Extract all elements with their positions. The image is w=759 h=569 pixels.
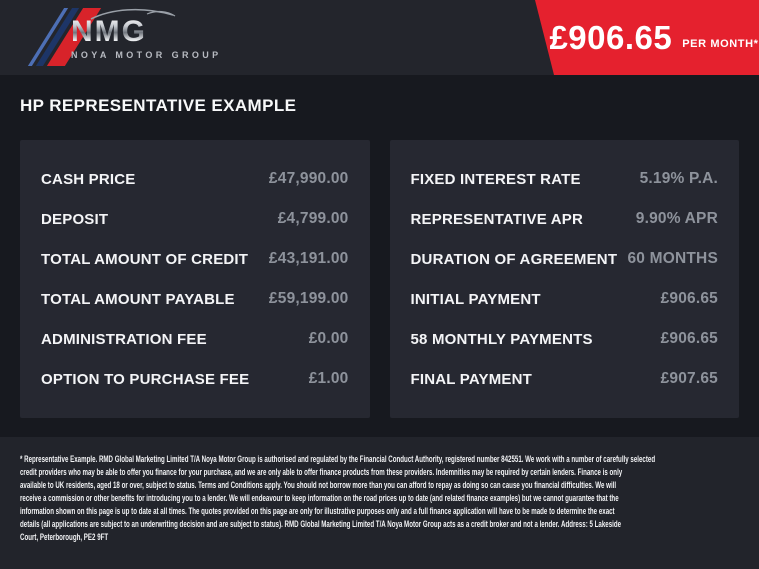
- page-title: HP REPRESENTATIVE EXAMPLE: [20, 96, 297, 115]
- row-value: 9.90% APR: [635, 210, 718, 227]
- table-row: DEPOSIT £4,799.00: [41, 199, 349, 239]
- table-row: TOTAL AMOUNT OF CREDIT £43,191.00: [41, 239, 349, 279]
- logo-initials: NMG: [71, 17, 222, 47]
- disclaimer-line: receive a commission or other benefits f…: [20, 493, 619, 504]
- table-row: CASH PRICE £47,990.00: [41, 159, 349, 199]
- table-row: REPRESENTATIVE APR 9.90% APR: [411, 199, 719, 239]
- table-row: FINAL PAYMENT £907.65: [411, 359, 719, 399]
- table-row: ADMINISTRATION FEE £0.00: [41, 319, 349, 359]
- finance-panels: CASH PRICE £47,990.00 DEPOSIT £4,799.00 …: [20, 140, 739, 418]
- row-label: FIXED INTEREST RATE: [410, 170, 581, 188]
- header: NMG NOYA MOTOR GROUP £906.65 PER MONTH*: [0, 0, 759, 75]
- row-value: £906.65: [660, 290, 718, 307]
- row-value: £1.00: [308, 370, 349, 387]
- brand-logo: NMG NOYA MOTOR GROUP: [27, 8, 222, 66]
- logo-text: NMG NOYA MOTOR GROUP: [71, 8, 222, 66]
- finance-panel-left: CASH PRICE £47,990.00 DEPOSIT £4,799.00 …: [20, 140, 370, 418]
- row-value: 5.19% P.A.: [639, 170, 718, 187]
- row-label: REPRESENTATIVE APR: [410, 210, 584, 228]
- row-value: £43,191.00: [268, 250, 349, 267]
- disclaimer-line: credit providers who may be able to offe…: [20, 467, 623, 478]
- row-value: £4,799.00: [277, 210, 349, 227]
- row-label: FINAL PAYMENT: [410, 370, 533, 388]
- monthly-price-amount: £906.65: [549, 18, 673, 56]
- row-label: 58 MONTHLY PAYMENTS: [410, 330, 593, 348]
- disclaimer-line: Court, Peterborough, PE2 9FT: [20, 532, 109, 543]
- disclaimer-line: available to UK residents, aged 18 or ov…: [20, 480, 617, 491]
- row-label: DEPOSIT: [41, 210, 109, 228]
- monthly-price-badge: £906.65 PER MONTH*: [535, 0, 759, 75]
- logo-company-name: NOYA MOTOR GROUP: [71, 50, 222, 60]
- car-silhouette-icon: [90, 8, 176, 20]
- row-value: £0.00: [308, 330, 349, 347]
- table-row: FIXED INTEREST RATE 5.19% P.A.: [411, 159, 719, 199]
- finance-panel-right: FIXED INTEREST RATE 5.19% P.A. REPRESENT…: [389, 140, 739, 418]
- row-label: TOTAL AMOUNT PAYABLE: [41, 290, 235, 308]
- disclaimer-line: * Representative Example. RMD Global Mar…: [20, 454, 656, 465]
- row-value: £59,199.00: [268, 290, 349, 307]
- row-value: £47,990.00: [268, 170, 349, 187]
- row-label: OPTION TO PURCHASE FEE: [41, 370, 250, 388]
- row-label: DURATION OF AGREEMENT: [410, 250, 618, 268]
- table-row: TOTAL AMOUNT PAYABLE £59,199.00: [41, 279, 349, 319]
- table-row: OPTION TO PURCHASE FEE £1.00: [41, 359, 349, 399]
- disclaimer-footer: * Representative Example. RMD Global Mar…: [0, 437, 759, 569]
- row-value: £907.65: [660, 370, 718, 387]
- row-value: 60 MONTHS: [627, 250, 718, 267]
- monthly-price-period: PER MONTH*: [682, 37, 759, 50]
- table-row: INITIAL PAYMENT £906.65: [411, 279, 719, 319]
- row-label: TOTAL AMOUNT OF CREDIT: [41, 250, 249, 268]
- row-label: CASH PRICE: [41, 170, 136, 188]
- disclaimer-line: information shown on this page is up to …: [20, 506, 615, 517]
- table-row: DURATION OF AGREEMENT 60 MONTHS: [411, 239, 719, 279]
- disclaimer-line: details (all applications are subject to…: [20, 519, 622, 530]
- row-value: £906.65: [660, 330, 718, 347]
- table-row: 58 MONTHLY PAYMENTS £906.65: [411, 319, 719, 359]
- disclaimer-text: * Representative Example. RMD Global Mar…: [20, 453, 739, 544]
- row-label: INITIAL PAYMENT: [410, 290, 541, 308]
- row-label: ADMINISTRATION FEE: [41, 330, 207, 348]
